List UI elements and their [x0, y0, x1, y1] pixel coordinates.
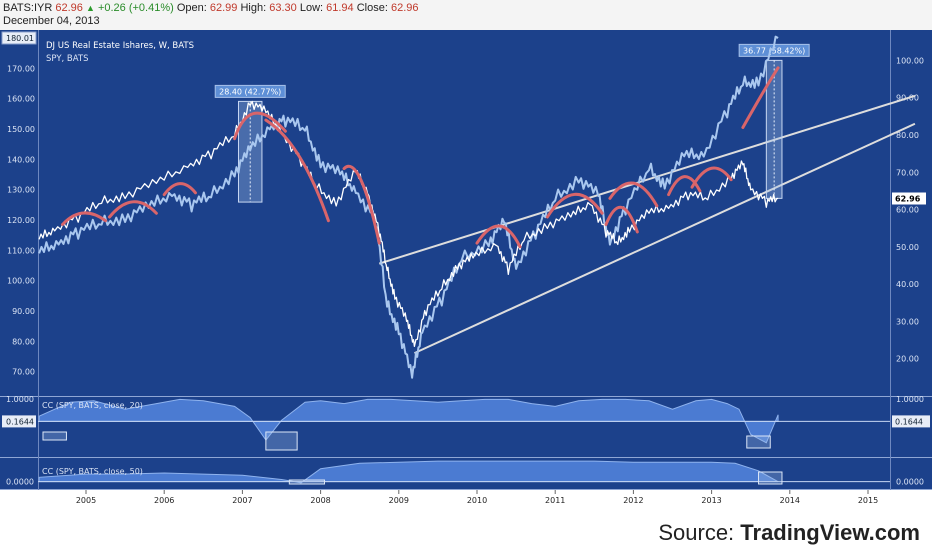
swing-arc: [667, 175, 702, 197]
left-tick-label: 90.00: [12, 307, 35, 316]
iyr-series-line: [38, 100, 779, 348]
legend-compare: SPY, BATS: [46, 54, 89, 64]
swing-arc: [604, 205, 639, 234]
high-value: 63.30: [269, 2, 297, 14]
legend-main: DJ US Real Estate Ishares, W, BATS: [46, 41, 194, 51]
right-tick-label: 30.00: [896, 317, 919, 326]
x-tick-label: 2007: [232, 496, 252, 505]
left-axis-background: [0, 30, 38, 490]
spy-series-line: [38, 35, 779, 379]
chart-header: BATS:IYR 62.96 ▲ +0.26 (+0.41%) Open: 62…: [0, 0, 932, 30]
left-last-marker-box: [1, 31, 37, 45]
swing-arc: [475, 224, 522, 249]
cc20-right-marker-box: [892, 415, 930, 428]
price-change: +0.26 (+0.41%): [97, 2, 174, 14]
low-value: 61.94: [326, 2, 354, 14]
price-chart[interactable]: 2005 2006 2007 2008 2009 2010 2011 2012 2013 2014…: [0, 30, 932, 520]
x-tick-label: 2008: [310, 496, 330, 505]
left-tick-label: 80.00: [12, 337, 35, 346]
swing-arc: [741, 66, 780, 129]
left-tick-label: 140.00: [7, 155, 35, 164]
swing-arc: [233, 111, 287, 141]
left-tick-label: 70.00: [12, 368, 35, 377]
x-tick-label: 2015: [858, 496, 878, 505]
right-last-marker-box: [892, 192, 926, 205]
right-tick-label: 60.00: [896, 206, 919, 215]
cc-highlight-box: [746, 435, 771, 449]
up-arrow-icon: ▲: [85, 3, 95, 13]
symbol: BATS:IYR: [3, 2, 53, 14]
swing-arc: [690, 166, 733, 189]
x-tick-label: 2010: [467, 496, 487, 505]
open-value: 62.99: [209, 2, 238, 14]
source-brand: TradingView.com: [740, 520, 920, 545]
cc50-right-tick: 0.0000: [896, 478, 924, 487]
swing-arc: [162, 182, 197, 197]
right-tick-label: 50.00: [896, 243, 919, 252]
swing-arc: [545, 192, 604, 219]
left-tick-label: 150.00: [7, 125, 35, 134]
left-tick-label: 110.00: [7, 246, 35, 255]
x-tick-label: 2012: [623, 496, 643, 505]
cc50-area: [38, 460, 779, 484]
right-tick-label: 20.00: [896, 355, 919, 364]
right-tick-label: 100.00: [896, 56, 924, 65]
right-axis-background: [890, 30, 932, 490]
quote-line: BATS:IYR 62.96 ▲ +0.26 (+0.41%) Open: 62…: [3, 2, 419, 14]
trend-channel-line: [414, 122, 916, 355]
swing-arc: [264, 118, 330, 223]
left-tick-label: 170.00: [7, 64, 35, 73]
source-credit: Source: TradingView.com: [658, 520, 920, 546]
cc20-left-tick: 1.0000: [6, 395, 34, 404]
right-tick-label: 40.00: [896, 280, 919, 289]
trend-channel-line: [378, 94, 916, 265]
left-tick-label: 120.00: [7, 216, 35, 225]
cc-highlight-box: [42, 431, 67, 441]
cc20-left-marker-box: [2, 415, 36, 428]
measure-label: 36.77 (58.42%): [743, 46, 805, 55]
x-tick-label: 2013: [701, 496, 721, 505]
swing-arc: [107, 200, 158, 219]
cc20-right-tick: 1.0000: [896, 395, 924, 404]
swing-arc: [342, 164, 381, 245]
x-tick-label: 2009: [389, 496, 409, 505]
left-tick-label: 160.00: [7, 95, 35, 104]
right-tick-label: 70.00: [896, 168, 919, 177]
quote-date: December 04, 2013: [3, 15, 100, 27]
measure-label-box: [214, 84, 286, 98]
swing-arc: [608, 181, 659, 208]
x-tick-label: 2006: [154, 496, 174, 505]
last-price: 62.96: [55, 2, 83, 14]
left-tick-label: 130.00: [7, 186, 35, 195]
cc20-right-marker-label: 0.1644: [895, 417, 923, 426]
legend-cc20: CC (SPY, BATS, close, 20): [42, 401, 143, 410]
cc-highlight-box: [288, 479, 326, 485]
swing-arc: [61, 211, 108, 226]
open-label: Open:: [176, 2, 207, 14]
right-last-marker-label: 62.96: [895, 195, 921, 204]
cc-highlight-box: [758, 471, 783, 485]
left-tick-label: 100.00: [7, 277, 35, 286]
x-tick-label: 2014: [780, 496, 800, 505]
low-label: Low:: [299, 2, 324, 14]
legend-cc50: CC (SPY, BATS, close, 50): [42, 467, 143, 476]
close-value: 62.96: [390, 2, 419, 14]
cc20-left-marker-label: 0.1644: [6, 417, 34, 426]
measure-label: 28.40 (42.77%): [219, 87, 281, 96]
x-tick-label: 2011: [545, 496, 565, 505]
cc50-left-tick: 0.0000: [6, 478, 34, 487]
close-label: Close:: [356, 2, 388, 14]
high-label: High:: [240, 2, 267, 14]
left-last-marker-label: 180.01: [6, 34, 34, 43]
footer-background: [0, 490, 932, 520]
right-tick-label: 80.00: [896, 131, 919, 140]
source-prefix: Source:: [658, 520, 741, 545]
cc-highlight-box: [265, 431, 298, 451]
x-tick-label: 2005: [76, 496, 96, 505]
